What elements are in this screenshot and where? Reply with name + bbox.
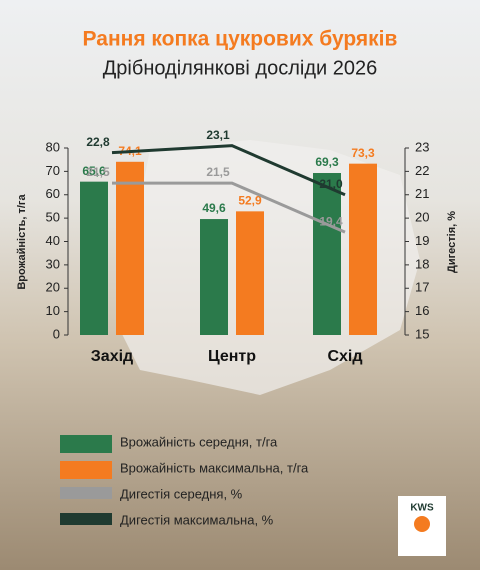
map-shape: [120, 140, 420, 395]
x-tick-label: Центр: [208, 348, 256, 365]
y-axis-label: Врожайність, т/га: [16, 193, 28, 289]
y-tick-label: 80: [46, 139, 60, 154]
bar: [236, 211, 264, 335]
y2-tick-label: 23: [415, 139, 429, 154]
y2-tick-label: 21: [415, 186, 429, 201]
bar: [349, 163, 377, 335]
value-label: 21,5: [206, 165, 230, 179]
y-tick-label: 60: [46, 186, 60, 201]
legend-swatch: [60, 487, 112, 499]
x-tick-label: Захід: [91, 348, 133, 365]
y-tick-label: 0: [53, 326, 60, 341]
value-label: 21,0: [319, 177, 343, 191]
y-tick-label: 30: [46, 256, 60, 271]
value-label: 69,3: [315, 155, 339, 169]
y2-tick-label: 17: [415, 280, 429, 295]
line: [112, 181, 346, 234]
y-tick-label: 70: [46, 163, 60, 178]
legend-swatch: [60, 461, 112, 479]
logo-circle: [414, 516, 430, 532]
y2-tick-label: 22: [415, 163, 429, 178]
logo: KWS: [410, 503, 434, 514]
value-label: 21,5: [86, 165, 110, 179]
legend-label: Дигестія максимальна, %: [120, 512, 274, 527]
value-label: 52,9: [238, 194, 262, 208]
legend-label: Дигестія середня, %: [120, 486, 243, 501]
line: [111, 144, 346, 197]
legend-label: Врожайність максимальна, т/га: [120, 460, 309, 475]
bar: [116, 161, 144, 335]
legend-label: Врожайність середня, т/га: [120, 434, 278, 449]
y2-axis-label: Дигестія, %: [446, 211, 458, 273]
bar: [80, 181, 108, 335]
y-tick-label: 50: [46, 210, 60, 225]
y2-tick-label: 20: [415, 210, 429, 225]
value-label: 65,6: [82, 164, 106, 178]
value-label: 23,1: [206, 128, 230, 142]
value-label: 73,3: [351, 146, 375, 160]
y2-tick-label: 18: [415, 256, 429, 271]
legend-swatch: [60, 513, 112, 525]
y-tick-label: 40: [46, 233, 60, 248]
legend-swatch: [60, 435, 112, 453]
bar: [200, 219, 228, 335]
x-tick-label: Схід: [327, 348, 362, 365]
chart-subtitle: Дрібноділянкові досліди 2026: [103, 57, 377, 79]
y2-tick-label: 16: [415, 303, 429, 318]
y2-tick-label: 15: [415, 326, 429, 341]
value-label: 19,4: [319, 214, 343, 228]
value-label: 22,8: [86, 135, 110, 149]
bar: [313, 173, 341, 335]
y2-tick-label: 19: [415, 233, 429, 248]
value-label: 49,6: [202, 201, 226, 215]
chart-title: Рання копка цукрових буряків: [83, 28, 398, 51]
y-tick-label: 20: [46, 280, 60, 295]
y-tick-label: 10: [46, 303, 60, 318]
